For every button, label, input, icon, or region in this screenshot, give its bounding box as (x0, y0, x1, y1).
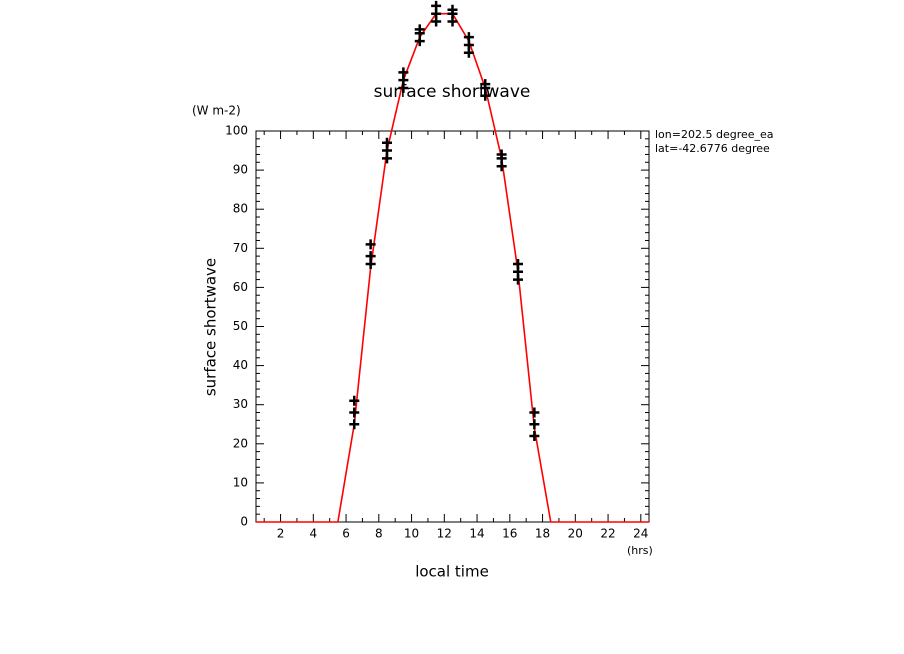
x-tick-label: 22 (600, 527, 615, 541)
marker (398, 67, 409, 78)
marker (496, 149, 507, 160)
x-tick-label: 14 (469, 527, 484, 541)
marker (529, 407, 540, 418)
y-tick-label: 60 (233, 280, 248, 294)
x-units-label: (hrs) (627, 544, 653, 557)
x-tick-label: 24 (633, 527, 648, 541)
marker (349, 419, 360, 430)
plot-frame (255, 130, 650, 523)
y-tick-label: 70 (233, 241, 248, 255)
marker (349, 407, 360, 418)
chart-title: surface shortwave (374, 82, 531, 102)
marker (447, 4, 458, 15)
x-axis-label: local time (415, 563, 489, 581)
annotation: lat=-42.6776 degree (655, 142, 770, 155)
y-tick-label: 10 (233, 475, 248, 489)
x-tick-label: 16 (502, 527, 517, 541)
x-tick-label: 2 (277, 527, 285, 541)
y-tick-label: 40 (233, 358, 248, 372)
x-tick-label: 10 (404, 527, 419, 541)
annotation: lon=202.5 degree_ea (655, 128, 774, 141)
marker (382, 137, 392, 148)
y-axis-label: surface shortwave (202, 258, 220, 396)
marker (513, 258, 523, 269)
x-tick-label: 18 (535, 527, 550, 541)
y-tick-label: 90 (233, 163, 248, 177)
x-tick-label: 6 (342, 527, 350, 541)
y-tick-label: 80 (233, 202, 248, 216)
y-tick-label: 30 (233, 397, 248, 411)
marker (529, 430, 540, 441)
x-tick-label: 12 (437, 527, 452, 541)
y-tick-label: 50 (233, 319, 248, 333)
x-tick-label: 4 (309, 527, 317, 541)
marker (480, 79, 491, 90)
y-tick-label: 0 (240, 515, 248, 529)
marker (463, 32, 474, 43)
x-tick-label: 8 (375, 527, 383, 541)
marker (431, 0, 442, 11)
marker (414, 24, 425, 35)
units-label: (W m-2) (192, 104, 241, 118)
marker (349, 395, 360, 406)
marker (365, 239, 376, 250)
marker (529, 419, 540, 430)
marker (365, 251, 376, 262)
y-tick-label: 20 (233, 436, 248, 450)
y-tick-label: 100 (225, 124, 248, 138)
x-tick-label: 20 (568, 527, 583, 541)
